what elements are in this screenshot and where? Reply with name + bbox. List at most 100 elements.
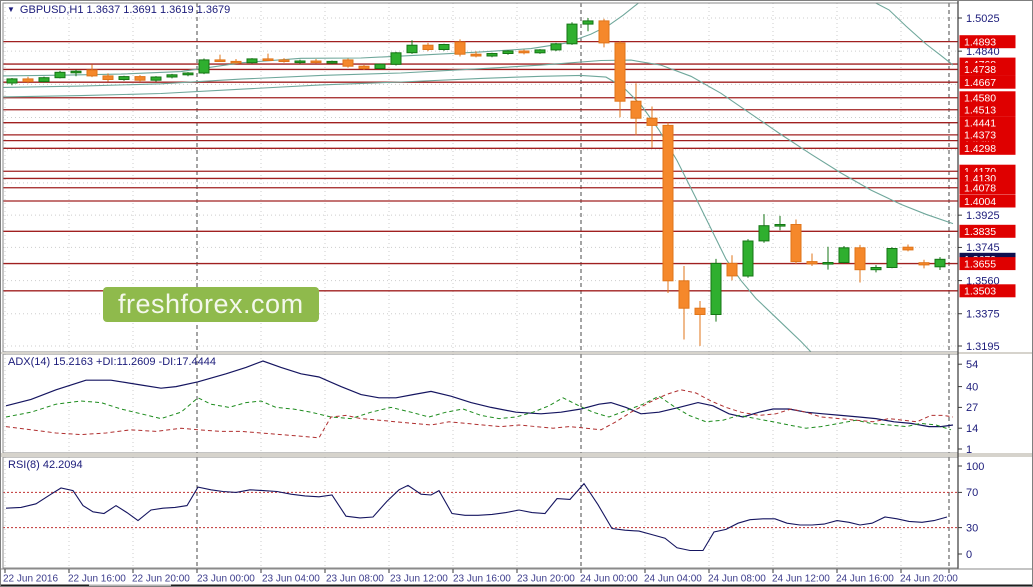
candle [550,42,562,52]
time-axis-label: 24 Jun 00:00 [580,574,638,585]
candle [934,257,946,271]
candle-body [278,59,290,63]
candle-body [150,76,162,81]
bottom-scrollbar[interactable] [1,584,1033,587]
bottom-scrollbar-gap [89,584,171,586]
candle-body [262,58,274,62]
candle-body [598,20,610,44]
candle-body [678,280,690,309]
candle [566,22,578,45]
candle [486,52,498,58]
price-badge-text: 1.4441 [964,118,996,130]
candle [102,73,114,82]
candle-body [214,59,226,63]
adx-indicator-label: ADX(14) 15.2163 +DI:11.2609 -DI:17.4444 [8,356,217,368]
candle-body [246,58,258,64]
price-level-badge: 1.3835 [959,224,1016,238]
candle [470,51,482,58]
candle-body [758,225,770,242]
candle-body [534,49,546,54]
rsi-axis-label: 70 [966,487,978,499]
candle [726,255,738,281]
rsi-panel [3,457,958,568]
panel-border [2,456,959,569]
symbol-dropdown-icon[interactable]: ▼ [7,5,15,14]
candle [86,64,98,78]
candle [630,83,642,136]
candle-body [406,44,418,54]
price-badge-text: 1.3655 [964,258,996,270]
price-level-badge: 1.4004 [959,194,1016,208]
candle-body [166,74,178,78]
price-panel [3,3,958,352]
candle-body [710,262,722,315]
candle-body [614,42,626,102]
rsi-line [5,482,948,552]
price-badge-text: 1.4298 [964,143,996,155]
candle [390,51,402,66]
panel-splitter[interactable] [1,453,1033,457]
candle-body [374,63,386,70]
candle-body [38,77,50,83]
price-axis-label: 1.3745 [966,242,1000,254]
price-level-badge: 1.4373 [959,128,1016,142]
candle-body [70,70,82,74]
candle [854,244,866,283]
price-level-badge: 1.4078 [959,181,1016,195]
time-axis-label: 22 Jun 2016 [3,574,58,585]
candle [790,219,802,265]
candle [534,49,546,54]
candle-body [646,117,658,126]
panel-splitter[interactable] [1,352,1033,354]
candle [342,58,354,68]
candle [886,247,898,269]
price-level-badge: 1.4738 [959,62,1016,76]
candle-body [134,76,146,81]
candle-body [774,224,786,227]
candle-body [118,76,130,80]
adx-series-ADX [5,360,954,428]
candle-body [438,44,450,50]
adx-axis-label: 27 [966,402,978,414]
price-axis-label: 1.5025 [966,13,1000,25]
adx-axis-label: 14 [966,423,978,435]
candle [246,58,258,64]
candle-body [182,72,194,76]
price-badge-text: 1.4580 [964,93,996,105]
candle [54,70,66,79]
candle [806,253,818,267]
price-badge-text: 1.4004 [964,196,996,208]
candle-body [742,240,754,277]
candle [870,265,882,273]
candle [214,54,226,63]
candle-body [918,262,930,266]
candle-body [870,267,882,271]
candle-body [550,43,562,51]
price-axis-label: 1.4840 [966,46,1000,58]
price-axis-label: 1.3925 [966,210,1000,222]
candle [678,266,690,340]
price-badge-text: 1.4738 [964,64,996,76]
time-axis-label: 24 Jun 16:00 [836,574,894,585]
candle-body [22,78,34,83]
candle [38,76,50,83]
time-axis-label: 23 Jun 04:00 [262,574,320,585]
candle-body [470,53,482,57]
candle [70,69,82,77]
candle [262,53,274,62]
candle [406,40,418,54]
adx-series-minusDI [5,389,954,439]
candle-body [902,246,914,251]
candle-body [86,69,98,77]
price-level-badge: 1.4580 [959,91,1016,105]
time-axis-label: 24 Jun 08:00 [708,574,766,585]
candle [582,18,594,32]
rsi-indicator-label: RSI(8) 42.2094 [8,459,83,471]
time-axis-label: 22 Jun 20:00 [132,574,190,585]
candle [198,58,210,75]
candle [374,63,386,70]
candle [758,214,770,243]
